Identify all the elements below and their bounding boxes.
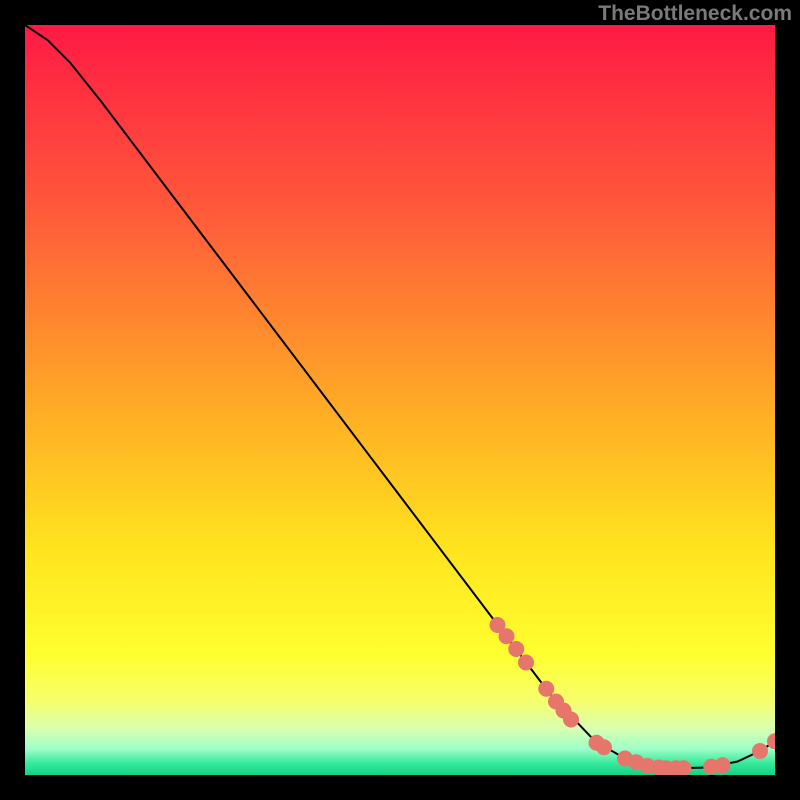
chart-svg	[25, 25, 775, 775]
watermark-text: TheBottleneck.com	[598, 2, 792, 26]
data-marker	[596, 739, 612, 755]
data-marker	[499, 628, 515, 644]
bottleneck-chart	[25, 25, 775, 775]
data-marker	[518, 655, 534, 671]
data-marker	[538, 681, 554, 697]
data-marker	[715, 757, 731, 773]
data-marker	[752, 743, 768, 759]
heat-gradient-background	[25, 25, 775, 775]
data-marker	[508, 641, 524, 657]
chart-frame: { "watermark": { "text": "TheBottleneck.…	[0, 0, 800, 800]
data-marker	[563, 712, 579, 728]
